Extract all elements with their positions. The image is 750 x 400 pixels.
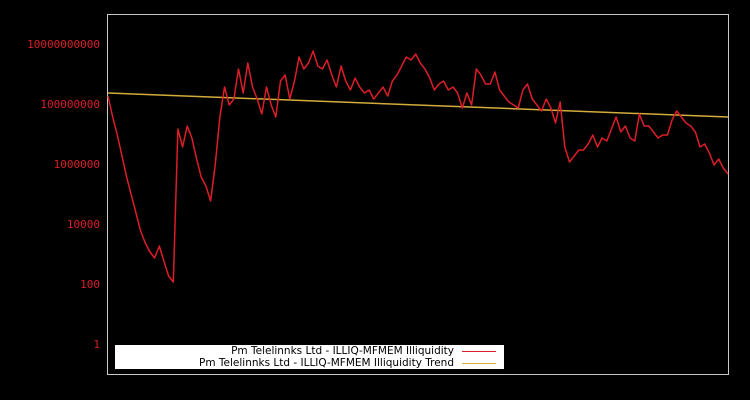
y-tick-label: 100 bbox=[80, 278, 100, 291]
legend-label: Pm Telelinnks Ltd - ILLIQ-MFMEM Illiquid… bbox=[231, 345, 454, 357]
y-tick-label: 100000000 bbox=[40, 98, 100, 111]
legend-item-illiquidity: Pm Telelinnks Ltd - ILLIQ-MFMEM Illiquid… bbox=[231, 345, 504, 357]
illiquidity-series-line bbox=[107, 50, 729, 283]
y-tick-label: 10000 bbox=[66, 218, 100, 231]
legend-item-trend: Pm Telelinnks Ltd - ILLIQ-MFMEM Illiquid… bbox=[199, 357, 504, 369]
y-tick-label: 1000000 bbox=[53, 158, 100, 171]
legend-swatch-gold bbox=[462, 362, 496, 364]
legend: Pm Telelinnks Ltd - ILLIQ-MFMEM Illiquid… bbox=[115, 345, 504, 369]
trend-series-line bbox=[107, 92, 729, 118]
legend-swatch-red bbox=[462, 350, 496, 352]
y-tick-label: 10000000000 bbox=[27, 38, 100, 51]
plot-frame bbox=[107, 14, 729, 375]
legend-label: Pm Telelinnks Ltd - ILLIQ-MFMEM Illiquid… bbox=[199, 357, 454, 369]
y-tick-label: 1 bbox=[93, 338, 100, 351]
